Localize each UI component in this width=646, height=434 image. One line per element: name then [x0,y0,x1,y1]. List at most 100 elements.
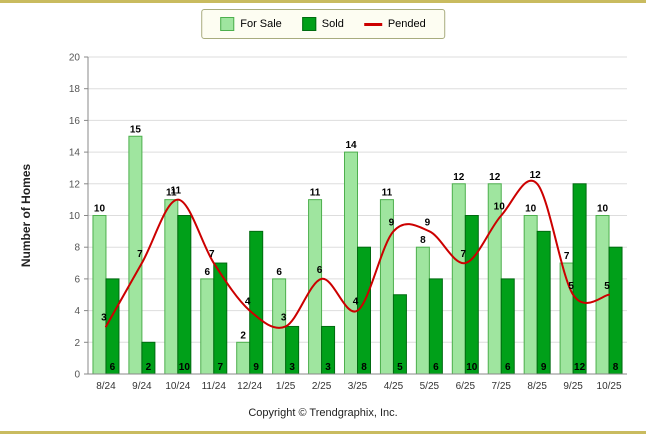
copyright-text: Copyright © Trendgraphix, Inc. [248,407,398,419]
y-tick-label: 8 [74,243,80,254]
for-sale-value-label: 11 [382,188,393,199]
pended-value-label: 6 [317,265,323,276]
legend-item-pended: Pended [363,18,426,30]
sold-value-label: 10 [466,362,478,373]
for-sale-value-label: 11 [310,188,321,199]
sold-value-label: 3 [289,362,295,373]
for-sale-value-label: 10 [94,204,106,215]
sold-value-label: 3 [325,362,331,373]
legend-item-for-sale: For Sale [220,17,282,31]
bar-for-sale [523,215,538,375]
legend-label-for-sale: For Sale [240,18,282,30]
x-axis-label: 8/24 [96,381,116,392]
x-axis-label: 4/25 [384,381,404,392]
y-tick-label: 14 [69,148,81,159]
for-sale-value-label: 10 [597,204,609,215]
pended-value-label: 12 [530,170,542,181]
for-sale-value-label: 6 [204,267,210,278]
bar-sold [105,278,120,375]
y-tick-label: 18 [69,84,81,95]
top-border [0,0,646,3]
bar-sold [177,215,192,375]
for-sale-value-label: 10 [525,204,537,215]
pended-value-label: 7 [209,249,215,260]
sold-value-label: 6 [505,362,511,373]
pended-value-label: 5 [604,281,610,292]
bar-for-sale [415,246,430,375]
bar-for-sale [308,199,323,375]
bar-for-sale [236,341,251,375]
x-axis-label: 8/25 [527,381,547,392]
sold-value-label: 2 [146,362,152,373]
y-tick-label: 4 [74,306,80,317]
x-axis-label: 9/24 [132,381,152,392]
x-axis-label: 9/25 [563,381,583,392]
y-tick-label: 6 [74,274,80,285]
y-axis-title: Number of Homes [19,164,33,268]
pended-value-label: 9 [425,217,431,228]
bar-for-sale [164,199,179,375]
sold-value-label: 12 [574,362,586,373]
for-sale-value-label: 2 [240,330,246,341]
pended-value-label: 5 [568,281,574,292]
sold-value-label: 6 [433,362,439,373]
y-tick-label: 12 [69,179,81,190]
legend-item-sold: Sold [301,17,344,31]
bar-for-sale [92,215,107,375]
bar-for-sale [200,278,215,375]
for-sale-swatch [220,17,235,31]
pended-value-label: 11 [171,186,182,197]
y-tick-label: 0 [74,370,80,381]
x-axis-label: 2/25 [312,381,332,392]
pended-value-label: 4 [353,297,359,308]
for-sale-value-label: 12 [453,172,465,183]
bar-sold [249,230,264,375]
x-axis-label: 5/25 [420,381,440,392]
pended-line [104,179,611,329]
pended-value-label: 7 [461,249,467,260]
y-tick-label: 10 [69,211,81,222]
x-axis-label: 7/25 [491,381,511,392]
for-sale-value-label: 8 [420,235,426,246]
pended-value-label: 4 [245,297,251,308]
bar-sold [608,246,623,375]
pended-value-label: 7 [137,249,143,260]
sold-swatch [301,17,316,31]
sold-value-label: 6 [110,362,116,373]
for-sale-value-label: 6 [276,267,282,278]
legend-label-sold: Sold [321,18,344,30]
pended-value-label: 10 [494,202,506,213]
bottom-border [0,431,646,434]
pended-value-label: 9 [389,217,395,228]
x-axis-label: 1/25 [276,381,296,392]
x-axis-label: 12/24 [237,381,262,392]
bar-for-sale [451,183,466,375]
for-sale-value-label: 14 [345,140,357,151]
sold-value-label: 8 [613,362,619,373]
sold-value-label: 9 [541,362,547,373]
for-sale-value-label: 11 [166,188,177,199]
y-tick-label: 20 [69,53,81,64]
legend-label-pended: Pended [387,18,426,30]
for-sale-value-label: 7 [564,251,570,262]
sold-value-label: 5 [397,362,403,373]
bar-sold [500,278,515,375]
bar-sold [428,278,443,375]
x-axis-label: 10/24 [165,381,190,392]
sold-value-label: 7 [217,362,223,373]
x-axis-label: 6/25 [456,381,476,392]
pended-line-swatch [363,22,382,26]
sold-value-label: 10 [179,362,191,373]
sold-value-label: 8 [361,362,367,373]
sold-value-label: 9 [253,362,259,373]
bar-sold [357,246,371,375]
bar-sold [464,215,479,375]
x-axis-label: 10/25 [597,381,622,392]
for-sale-value-label: 15 [130,124,142,135]
pended-value-label: 3 [101,312,107,323]
bar-sold [572,183,587,375]
chart-legend: For Sale Sold Pended [201,9,445,39]
x-axis-label: 3/25 [348,381,368,392]
